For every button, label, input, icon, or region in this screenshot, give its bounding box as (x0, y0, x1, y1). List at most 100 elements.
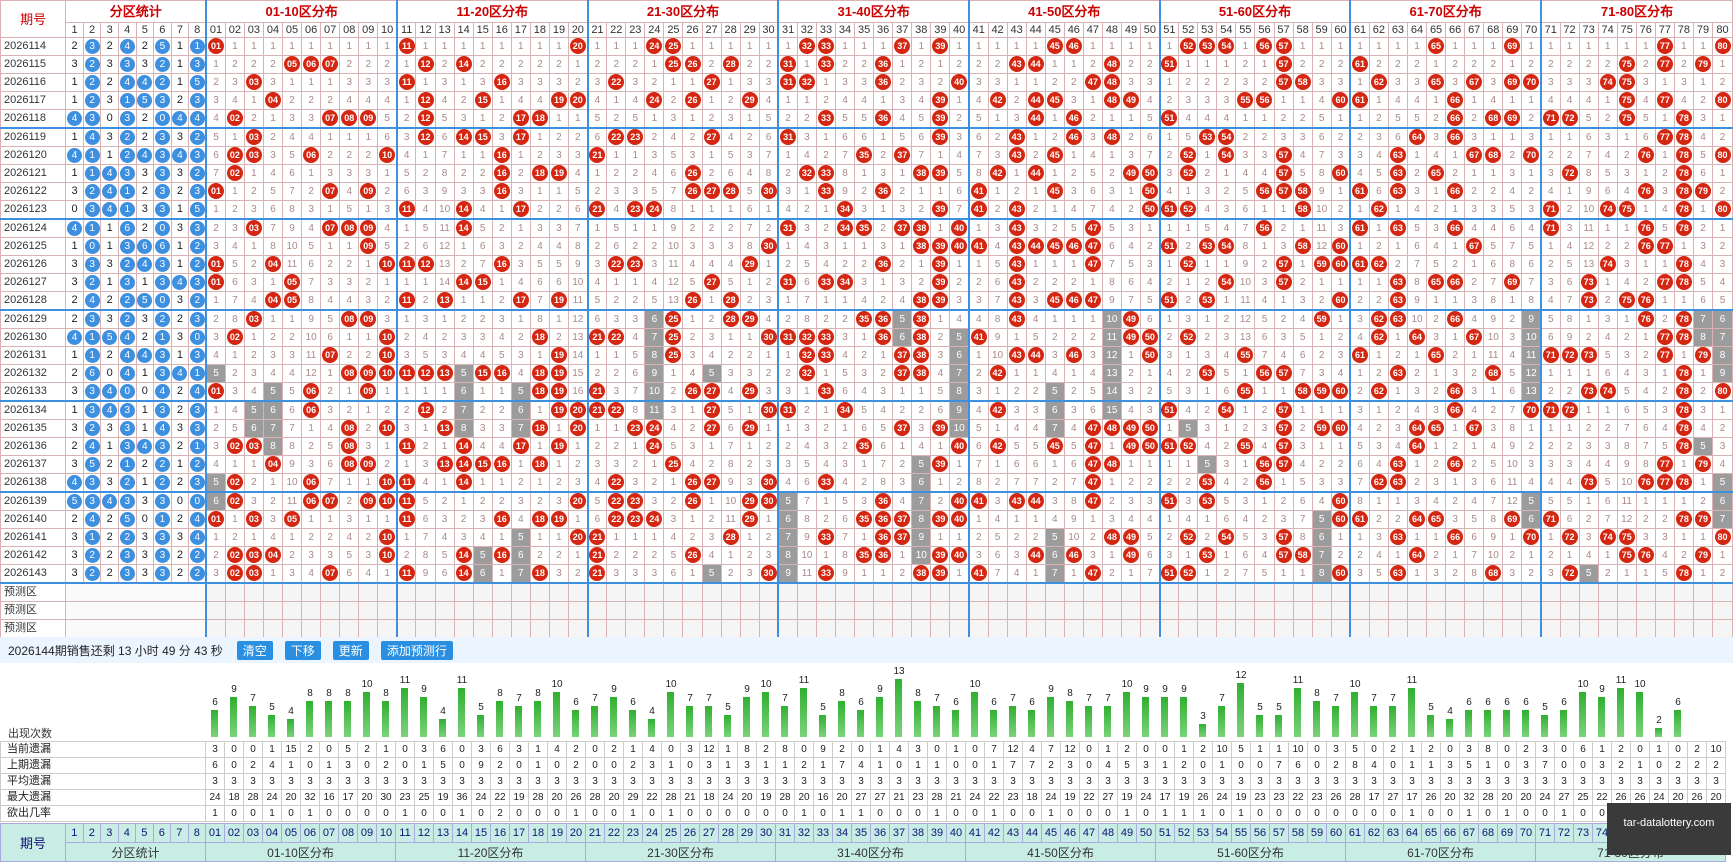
prediction-number-cell[interactable] (1197, 601, 1218, 620)
prediction-number-cell[interactable] (320, 601, 341, 620)
prediction-number-cell[interactable] (1216, 619, 1237, 638)
prediction-number-cell[interactable] (377, 619, 398, 638)
prediction-number-cell[interactable] (1178, 601, 1199, 620)
prediction-number-cell[interactable] (1216, 601, 1237, 620)
prediction-number-cell[interactable] (320, 619, 341, 638)
prediction-number-cell[interactable] (529, 601, 550, 620)
prediction-number-cell[interactable] (1483, 619, 1504, 638)
prediction-number-cell[interactable] (758, 601, 779, 620)
prediction-number-cell[interactable] (682, 619, 703, 638)
prediction-number-cell[interactable] (358, 619, 379, 638)
prediction-number-cell[interactable] (1464, 601, 1485, 620)
prediction-number-cell[interactable] (1673, 619, 1694, 638)
prediction-number-cell[interactable] (1597, 582, 1618, 602)
prediction-number-cell[interactable] (1349, 582, 1370, 602)
prediction-number-cell[interactable] (1387, 601, 1408, 620)
prediction-number-cell[interactable] (1692, 619, 1714, 638)
prediction-number-cell[interactable] (1273, 601, 1294, 620)
prediction-number-cell[interactable] (1387, 619, 1408, 638)
prediction-number-cell[interactable] (987, 601, 1008, 620)
prediction-number-cell[interactable] (1197, 619, 1218, 638)
prediction-number-cell[interactable] (415, 601, 436, 620)
prediction-number-cell[interactable] (434, 582, 455, 602)
clear-button[interactable]: 清空 (236, 640, 273, 660)
prediction-number-cell[interactable] (777, 601, 798, 620)
prediction-number-cell[interactable] (243, 619, 264, 638)
prediction-number-cell[interactable] (739, 619, 760, 638)
prediction-number-cell[interactable] (739, 582, 760, 602)
prediction-number-cell[interactable] (1483, 601, 1504, 620)
prediction-number-cell[interactable] (1025, 601, 1046, 620)
prediction-number-cell[interactable] (625, 601, 646, 620)
prediction-number-cell[interactable] (262, 619, 284, 638)
prediction-number-cell[interactable] (758, 619, 779, 638)
prediction-number-cell[interactable] (1654, 601, 1675, 620)
prediction-number-cell[interactable] (834, 582, 856, 602)
prediction-number-cell[interactable] (339, 601, 360, 620)
prediction-number-cell[interactable] (701, 582, 722, 602)
prediction-number-cell[interactable] (453, 601, 474, 620)
prediction-number-cell[interactable] (1025, 582, 1046, 602)
prediction-number-cell[interactable] (892, 582, 913, 602)
prediction-number-cell[interactable] (701, 601, 722, 620)
prediction-number-cell[interactable] (930, 619, 951, 638)
prediction-number-cell[interactable] (548, 619, 569, 638)
prediction-number-cell[interactable] (339, 582, 360, 602)
prediction-number-cell[interactable] (1063, 601, 1084, 620)
prediction-number-cell[interactable] (395, 582, 417, 602)
prediction-number-cell[interactable] (282, 601, 303, 620)
prediction-number-cell[interactable] (1349, 601, 1370, 620)
prediction-number-cell[interactable] (1426, 601, 1447, 620)
prediction-number-cell[interactable] (1578, 601, 1599, 620)
prediction-number-cell[interactable] (491, 582, 512, 602)
prediction-number-cell[interactable] (205, 601, 226, 620)
prediction-number-cell[interactable] (1101, 619, 1122, 638)
prediction-number-cell[interactable] (224, 601, 245, 620)
prediction-number-cell[interactable] (1292, 619, 1313, 638)
prediction-number-cell[interactable] (606, 601, 627, 620)
prediction-number-cell[interactable] (282, 582, 303, 602)
prediction-number-cell[interactable] (606, 619, 627, 638)
prediction-number-cell[interactable] (1158, 582, 1180, 602)
prediction-number-cell[interactable] (739, 601, 760, 620)
prediction-number-cell[interactable] (987, 582, 1008, 602)
prediction-number-cell[interactable] (1445, 619, 1466, 638)
prediction-number-cell[interactable] (1254, 619, 1275, 638)
prediction-number-cell[interactable] (873, 601, 894, 620)
prediction-number-cell[interactable] (415, 582, 436, 602)
prediction-number-cell[interactable] (377, 582, 398, 602)
prediction-number-cell[interactable] (434, 619, 455, 638)
prediction-number-cell[interactable] (930, 601, 951, 620)
prediction-number-cell[interactable] (453, 582, 474, 602)
prediction-number-cell[interactable] (625, 582, 646, 602)
prediction-number-cell[interactable] (1502, 601, 1523, 620)
prediction-number-cell[interactable] (1120, 601, 1142, 620)
prediction-number-cell[interactable] (873, 582, 894, 602)
prediction-number-cell[interactable] (949, 619, 970, 638)
prediction-number-cell[interactable] (1635, 601, 1656, 620)
prediction-number-cell[interactable] (701, 619, 722, 638)
prediction-number-cell[interactable] (720, 601, 741, 620)
prediction-number-cell[interactable] (529, 619, 550, 638)
prediction-number-cell[interactable] (1140, 619, 1161, 638)
prediction-number-cell[interactable] (796, 601, 817, 620)
prediction-number-cell[interactable] (796, 619, 817, 638)
prediction-number-cell[interactable] (854, 582, 875, 602)
prediction-number-cell[interactable] (358, 582, 379, 602)
prediction-number-cell[interactable] (1292, 601, 1313, 620)
prediction-number-cell[interactable] (320, 582, 341, 602)
prediction-number-cell[interactable] (1445, 601, 1466, 620)
prediction-number-cell[interactable] (1539, 582, 1561, 602)
prediction-number-cell[interactable] (1082, 619, 1103, 638)
prediction-number-cell[interactable] (1311, 601, 1332, 620)
prediction-number-cell[interactable] (815, 619, 837, 638)
prediction-number-cell[interactable] (205, 619, 226, 638)
prediction-number-cell[interactable] (1292, 582, 1313, 602)
prediction-number-cell[interactable] (586, 582, 608, 602)
prediction-number-cell[interactable] (1254, 601, 1275, 620)
prediction-number-cell[interactable] (682, 582, 703, 602)
prediction-number-cell[interactable] (282, 619, 303, 638)
prediction-number-cell[interactable] (1635, 582, 1656, 602)
prediction-number-cell[interactable] (1559, 582, 1580, 602)
prediction-number-cell[interactable] (377, 601, 398, 620)
